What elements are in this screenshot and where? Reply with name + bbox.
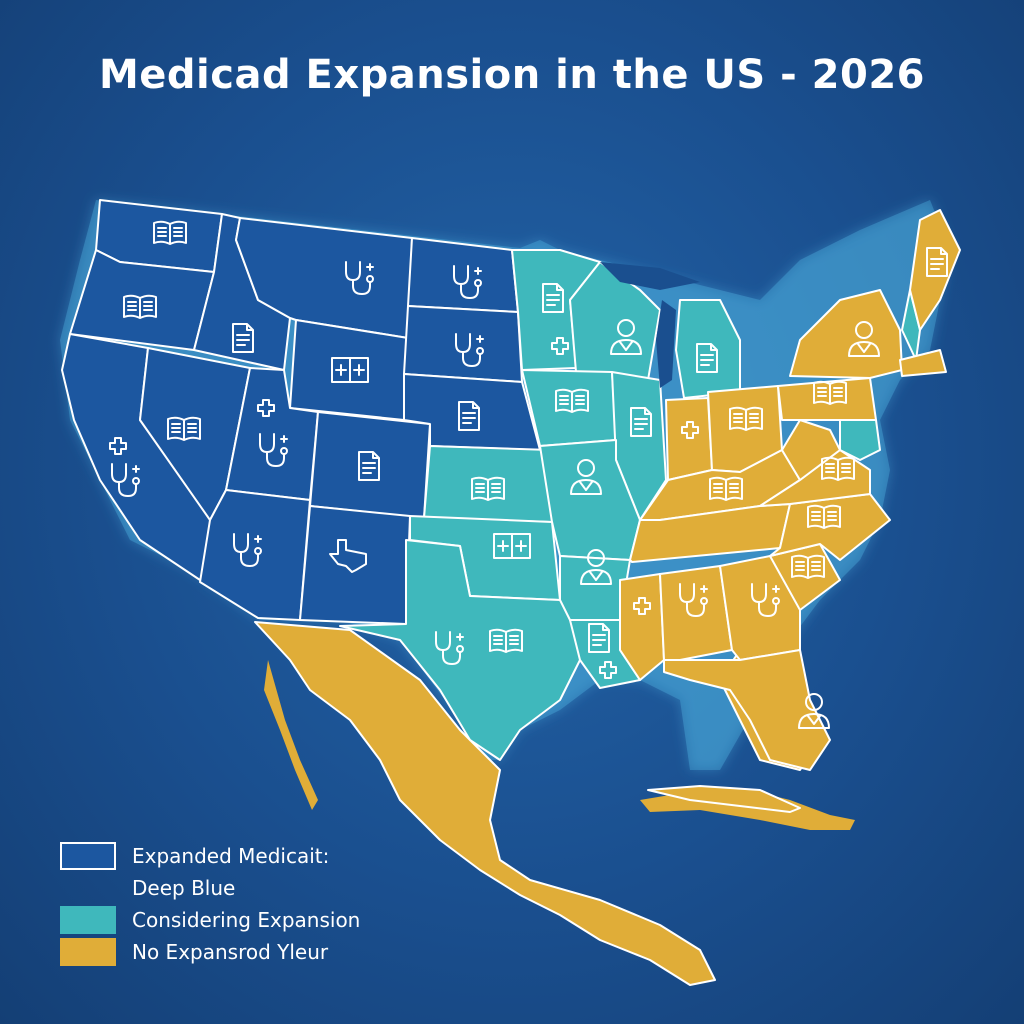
state-florida bbox=[663, 649, 831, 771]
legend-label: Deep Blue bbox=[132, 876, 236, 900]
state-south-dakota bbox=[403, 305, 523, 383]
legend-swatch-no-expansion bbox=[60, 938, 116, 966]
state-new-mexico bbox=[299, 505, 411, 625]
legend-label: Expanded Medicait: bbox=[132, 844, 330, 868]
state-colorado bbox=[309, 411, 431, 519]
legend-item-expanded-note: Deep Blue bbox=[60, 872, 360, 904]
state-texas bbox=[339, 539, 591, 761]
legend-swatch-spacer bbox=[60, 874, 116, 902]
legend-swatch-considering bbox=[60, 906, 116, 934]
legend-label: No Expansrod Yleur bbox=[132, 940, 329, 964]
legend-label: Considering Expansion bbox=[132, 908, 361, 932]
legend-item-no-expansion: No Expansrod Yleur bbox=[60, 936, 360, 968]
map-title: Medicad Expansion in the US - 2026 bbox=[98, 52, 925, 98]
state-maryland-delaware bbox=[839, 419, 881, 461]
legend-item-considering: Considering Expansion bbox=[60, 904, 360, 936]
state-massachusetts bbox=[899, 349, 947, 377]
state-mississippi bbox=[619, 573, 665, 681]
legend-item-expanded: Expanded Medicait: bbox=[60, 840, 360, 872]
state-north-dakota bbox=[407, 237, 519, 313]
state-pennsylvania bbox=[777, 377, 877, 421]
state-west-virginia bbox=[781, 419, 841, 481]
state-alabama bbox=[659, 565, 733, 661]
lake-michigan bbox=[656, 300, 676, 388]
state-arizona bbox=[199, 489, 311, 621]
map-legend: Expanded Medicait: Deep Blue Considering… bbox=[60, 840, 360, 968]
considering-states bbox=[339, 249, 921, 761]
lake-superior bbox=[600, 262, 700, 290]
legend-swatch-expanded bbox=[60, 842, 116, 870]
cuba-island bbox=[647, 785, 801, 813]
